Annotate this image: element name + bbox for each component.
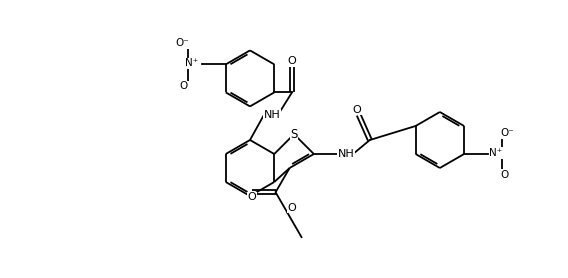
Text: NH: NH <box>337 149 354 159</box>
Text: O: O <box>352 105 361 115</box>
Text: O: O <box>287 56 296 66</box>
Text: O: O <box>287 203 296 213</box>
Text: O: O <box>180 81 188 91</box>
Text: N⁺: N⁺ <box>185 58 199 68</box>
Text: O: O <box>501 170 509 180</box>
Text: NH: NH <box>264 110 281 120</box>
Text: O: O <box>248 192 256 202</box>
Text: O⁻: O⁻ <box>175 38 189 48</box>
Text: N⁺: N⁺ <box>489 148 503 158</box>
Text: S: S <box>290 128 298 141</box>
Text: O⁻: O⁻ <box>500 128 514 138</box>
